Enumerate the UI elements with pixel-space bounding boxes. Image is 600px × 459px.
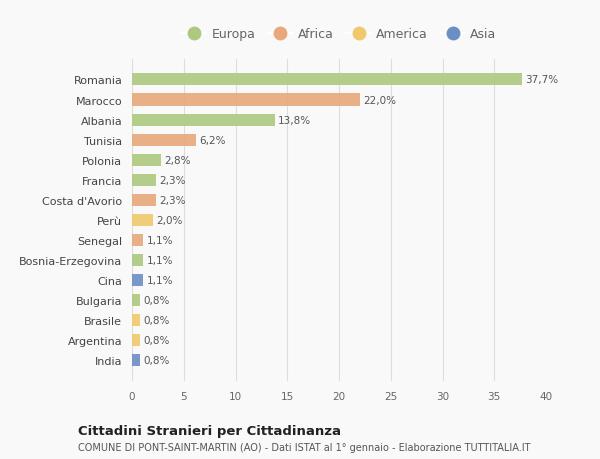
- Text: 2,3%: 2,3%: [159, 196, 185, 205]
- Bar: [132, 94, 360, 106]
- Bar: [132, 354, 140, 366]
- Text: 2,8%: 2,8%: [164, 155, 191, 165]
- Bar: [132, 74, 522, 86]
- Bar: [132, 254, 143, 266]
- Bar: [132, 274, 143, 286]
- Bar: [132, 314, 140, 326]
- Bar: [132, 154, 161, 166]
- Text: 0,8%: 0,8%: [143, 336, 170, 345]
- Text: 2,0%: 2,0%: [156, 215, 182, 225]
- Legend: Europa, Africa, America, Asia: Europa, Africa, America, Asia: [178, 24, 500, 45]
- Text: 2,3%: 2,3%: [159, 175, 185, 185]
- Text: 1,1%: 1,1%: [146, 235, 173, 245]
- Bar: [132, 235, 143, 246]
- Bar: [132, 214, 152, 226]
- Bar: [132, 174, 156, 186]
- Bar: [132, 334, 140, 347]
- Bar: [132, 114, 275, 126]
- Bar: [132, 134, 196, 146]
- Text: 13,8%: 13,8%: [278, 115, 311, 125]
- Text: Cittadini Stranieri per Cittadinanza: Cittadini Stranieri per Cittadinanza: [78, 425, 341, 437]
- Text: 0,8%: 0,8%: [143, 295, 170, 305]
- Bar: [132, 194, 156, 206]
- Text: 1,1%: 1,1%: [146, 255, 173, 265]
- Text: 6,2%: 6,2%: [199, 135, 226, 146]
- Text: 0,8%: 0,8%: [143, 355, 170, 365]
- Text: 37,7%: 37,7%: [526, 75, 559, 85]
- Text: COMUNE DI PONT-SAINT-MARTIN (AO) - Dati ISTAT al 1° gennaio - Elaborazione TUTTI: COMUNE DI PONT-SAINT-MARTIN (AO) - Dati …: [78, 442, 530, 452]
- Text: 1,1%: 1,1%: [146, 275, 173, 285]
- Text: 22,0%: 22,0%: [363, 95, 396, 105]
- Bar: [132, 294, 140, 306]
- Text: 0,8%: 0,8%: [143, 315, 170, 325]
